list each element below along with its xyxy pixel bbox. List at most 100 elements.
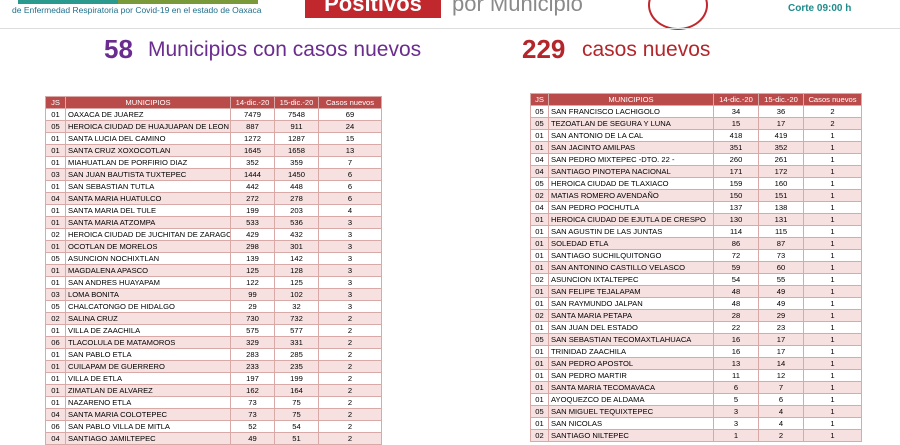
value-cell: 2 <box>318 384 382 397</box>
municipio-cell: ASUNCION IXTALTEPEC <box>548 273 714 286</box>
value-cell: 1 <box>803 225 862 238</box>
value-cell: 86 <box>713 237 759 250</box>
value-cell: 7 <box>758 381 804 394</box>
table-row: 01 VILLA DE ZAACHILA 575 577 2 <box>45 324 382 337</box>
value-cell: 1444 <box>230 168 275 181</box>
table-row: 01 SAN NICOLAS 3 4 1 <box>530 417 862 430</box>
column-header: 14-dic.-20 <box>713 93 759 106</box>
table-row: 01 TRINIDAD ZAACHILA 16 17 1 <box>530 345 862 358</box>
municipio-cell: SAN FRANCISCO LACHIGOLO <box>548 105 714 118</box>
value-cell: 6 <box>713 381 759 394</box>
cases-text: casos nuevos <box>582 38 711 61</box>
value-cell: 235 <box>274 360 319 373</box>
value-cell: 01 <box>530 357 549 370</box>
table-row: 01 OCOTLAN DE MORELOS 298 301 3 <box>45 240 382 253</box>
municipio-cell: TLACOLULA DE MATAMOROS <box>65 336 231 349</box>
municipio-cell: MAGDALENA APASCO <box>65 264 231 277</box>
value-cell: 01 <box>45 144 66 157</box>
value-cell: 1 <box>803 429 862 442</box>
value-cell: 51 <box>274 432 319 445</box>
value-cell: 05 <box>530 117 549 130</box>
value-cell: 122 <box>230 276 275 289</box>
column-header: JS <box>45 96 66 109</box>
value-cell: 7479 <box>230 108 275 121</box>
table-row: 04 SAN PEDRO MIXTEPEC -DTO. 22 -260 261 1 <box>530 153 862 166</box>
value-cell: 22 <box>713 321 759 334</box>
table-row: 03 SAN JUAN BAUTISTA TUXTEPEC 1444 1450 6 <box>45 168 382 181</box>
value-cell: 3 <box>318 264 382 277</box>
municipio-cell: CHALCATONGO DE HIDALGO <box>65 300 231 313</box>
value-cell: 2 <box>318 348 382 361</box>
table-row: 01 SAN PEDRO MARTIR 11 12 1 <box>530 369 862 382</box>
table-row: 04 SANTA MARIA COLOTEPEC 73 75 2 <box>45 408 382 421</box>
column-header: 15-dic.-20 <box>758 93 804 106</box>
table-row: 01 VILLA DE ETLA 197 199 2 <box>45 372 382 385</box>
value-cell: 04 <box>45 432 66 445</box>
value-cell: 02 <box>530 429 549 442</box>
value-cell: 139 <box>230 252 275 265</box>
value-cell: 278 <box>274 192 319 205</box>
table-row: 01 SAN ANTONINO CASTILLO VELASCO 59 60 1 <box>530 261 862 274</box>
value-cell: 911 <box>274 120 319 133</box>
value-cell: 34 <box>713 105 759 118</box>
value-cell: 36 <box>758 105 804 118</box>
value-cell: 2 <box>318 312 382 325</box>
municipio-cell: SANTA MARIA TECOMAVACA <box>548 381 714 394</box>
table-row: 01 SAN SEBASTIAN TUTLA 442 448 6 <box>45 180 382 193</box>
value-cell: 730 <box>230 312 275 325</box>
municipio-cell: SAN SEBASTIAN TUTLA <box>65 180 231 193</box>
table-row: 01 CUILAPAM DE GUERRERO 233 235 2 <box>45 360 382 373</box>
value-cell: 359 <box>274 156 319 169</box>
value-cell: 3 <box>318 252 382 265</box>
municipio-cell: SAN JUAN DEL ESTADO <box>548 321 714 334</box>
value-cell: 1 <box>803 357 862 370</box>
value-cell: 199 <box>230 204 275 217</box>
value-cell: 04 <box>530 165 549 178</box>
municipio-cell: SAN PEDRO MIXTEPEC -DTO. 22 - <box>548 153 714 166</box>
logo-bar <box>18 0 118 4</box>
value-cell: 138 <box>758 201 804 214</box>
value-cell: 115 <box>758 225 804 238</box>
value-cell: 233 <box>230 360 275 373</box>
municipio-cell: SANTA CRUZ XOXOCOTLAN <box>65 144 231 157</box>
value-cell: 01 <box>530 417 549 430</box>
value-cell: 301 <box>274 240 319 253</box>
table-row: 01 SAN AGUSTIN DE LAS JUNTAS 114 115 1 <box>530 225 862 238</box>
municipio-cell: MATIAS ROMERO AVENDAÑO <box>548 189 714 202</box>
value-cell: 1 <box>803 249 862 262</box>
table-row: 01 MIAHUATLAN DE PORFIRIO DIAZ 352 359 7 <box>45 156 382 169</box>
value-cell: 28 <box>713 309 759 322</box>
value-cell: 60 <box>758 261 804 274</box>
value-cell: 01 <box>530 285 549 298</box>
value-cell: 04 <box>530 201 549 214</box>
municipio-cell: HEROICA CIUDAD DE EJUTLA DE CRESPO <box>548 213 714 226</box>
value-cell: 261 <box>758 153 804 166</box>
value-cell: 54 <box>274 420 319 433</box>
value-cell: 732 <box>274 312 319 325</box>
value-cell: 164 <box>274 384 319 397</box>
value-cell: 01 <box>45 360 66 373</box>
value-cell: 6 <box>758 393 804 406</box>
virus-icon <box>648 0 708 30</box>
column-header: 14-dic.-20 <box>230 96 275 109</box>
value-cell: 02 <box>45 228 66 241</box>
municipios-count: 58 <box>104 34 133 64</box>
cases-count: 229 <box>522 34 566 64</box>
table-row: 02 SALINA CRUZ 730 732 2 <box>45 312 382 325</box>
value-cell: 1658 <box>274 144 319 157</box>
value-cell: 01 <box>530 213 549 226</box>
municipio-cell: OCOTLAN DE MORELOS <box>65 240 231 253</box>
value-cell: 01 <box>45 108 66 121</box>
table-row: 03 LOMA BONITA 99 102 3 <box>45 288 382 301</box>
municipio-cell: SAN PEDRO APOSTOL <box>548 357 714 370</box>
value-cell: 418 <box>713 129 759 142</box>
value-cell: 55 <box>758 273 804 286</box>
value-cell: 1450 <box>274 168 319 181</box>
value-cell: 13 <box>318 144 382 157</box>
table-row: 05 ASUNCION NOCHIXTLAN 139 142 3 <box>45 252 382 265</box>
value-cell: 01 <box>45 204 66 217</box>
value-cell: 01 <box>530 297 549 310</box>
municipio-cell: SANTA MARIA COLOTEPEC <box>65 408 231 421</box>
value-cell: 260 <box>713 153 759 166</box>
value-cell: 05 <box>530 333 549 346</box>
